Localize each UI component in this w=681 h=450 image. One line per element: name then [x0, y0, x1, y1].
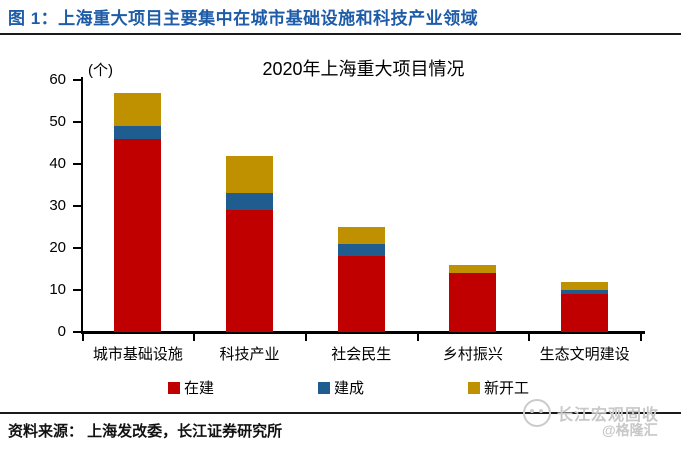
- x-category-label: 社会民生: [331, 346, 392, 363]
- publisher-watermark: 长江宏观固收 @格隆汇: [520, 397, 680, 442]
- legend-swatch-icon: [318, 381, 330, 394]
- legend-item-在建: 在建: [168, 377, 214, 398]
- chart-title: 2020年上海重大项目情况: [262, 59, 465, 79]
- y-tick-mark: [73, 205, 82, 207]
- y-tick-label: 60: [49, 71, 66, 88]
- bar-segment-建成: [337, 243, 385, 257]
- x-category-label: 生态文明建设: [539, 346, 630, 363]
- legend-label: 在建: [184, 380, 215, 397]
- legend-item-建成: 建成: [318, 377, 364, 398]
- x-axis-line: [81, 331, 645, 334]
- x-tick-mark: [528, 334, 531, 341]
- legend-swatch-icon: [168, 381, 180, 394]
- bar-segment-新开工: [337, 227, 385, 244]
- legend-label: 新开工: [484, 380, 530, 397]
- data-source-note: 资料来源： 上海发改委，长江证券研究所: [8, 423, 283, 440]
- legend-swatch-icon: [468, 381, 480, 394]
- bar-segment-新开工: [226, 155, 274, 194]
- bar-segment-新开工: [561, 281, 609, 290]
- y-tick-mark: [73, 289, 82, 291]
- bar-segment-在建: [449, 273, 497, 332]
- x-tick-mark: [640, 334, 642, 341]
- bar-segment-在建: [561, 294, 609, 332]
- bar-segment-新开工: [449, 264, 497, 274]
- x-tick-mark: [193, 334, 196, 341]
- y-tick-label: 20: [49, 239, 66, 256]
- watermark-handle-text: @格隆汇: [602, 422, 658, 438]
- bar-segment-新开工: [114, 92, 162, 127]
- y-tick-label: 50: [49, 113, 66, 130]
- bar-segment-在建: [337, 256, 385, 332]
- footer-divider: [0, 412, 681, 414]
- bar-segment-在建: [114, 138, 162, 332]
- legend-label: 建成: [334, 380, 365, 397]
- x-category-label: 科技产业: [219, 346, 280, 363]
- header-divider: [0, 33, 681, 35]
- bar-segment-建成: [561, 290, 609, 295]
- watermark-brand-text: 长江宏观固收: [557, 407, 660, 424]
- bar-segment-在建: [226, 210, 274, 332]
- y-axis-line: [81, 77, 83, 334]
- x-tick-mark: [81, 334, 84, 341]
- y-tick-mark: [73, 163, 82, 165]
- y-tick-mark: [73, 247, 82, 249]
- y-tick-mark: [73, 121, 82, 123]
- x-category-label: 乡村振兴: [442, 346, 503, 363]
- x-tick-mark: [416, 334, 419, 341]
- y-tick-mark: [73, 79, 82, 81]
- legend-item-新开工: 新开工: [468, 377, 529, 398]
- y-tick-mark: [73, 331, 82, 333]
- y-axis-unit-label: (个): [88, 62, 113, 79]
- y-tick-label: 40: [49, 155, 66, 172]
- publisher-logo-icon: [523, 399, 551, 427]
- bar-segment-建成: [226, 193, 274, 211]
- x-tick-mark: [304, 334, 307, 341]
- x-category-label: 城市基础设施: [92, 346, 183, 363]
- y-tick-label: 0: [57, 323, 66, 340]
- bar-segment-建成: [114, 126, 162, 139]
- figure-caption: 图 1：上海重大项目主要集中在城市基础设施和科技产业领域: [8, 9, 479, 28]
- y-tick-label: 30: [49, 197, 66, 214]
- y-tick-label: 10: [49, 281, 66, 298]
